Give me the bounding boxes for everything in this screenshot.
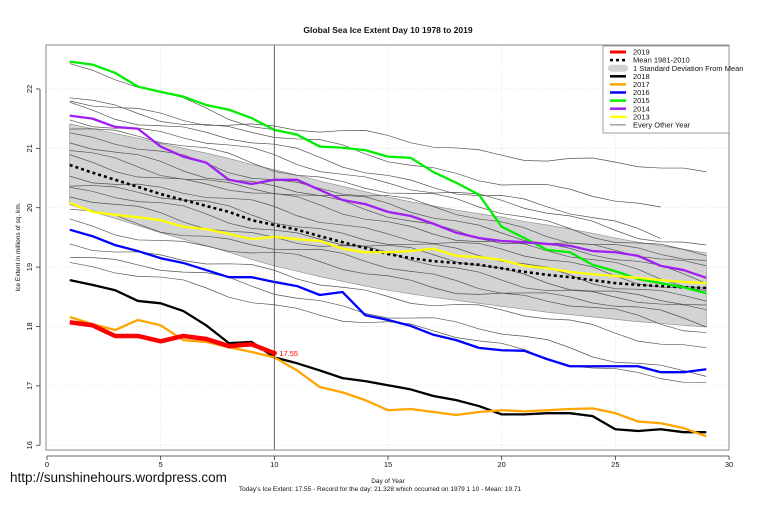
other-year-line [69,257,707,377]
other-year-line [69,128,707,257]
legend-label: 2016 [633,88,650,97]
other-year-line [69,101,661,239]
y-tick-label: 19 [25,263,34,271]
std-dev-band-area [69,123,707,328]
series-line-2016 [69,228,707,374]
y-tick-label: 22 [25,85,34,93]
footer-summary: Today's Ice Extent: 17.55 - Record for t… [238,486,522,493]
x-tick-label: 0 [45,460,49,469]
x-tick-label: 15 [384,460,392,469]
x-axis-label: Day of Year [371,478,405,485]
x-tick-label: 30 [725,460,733,469]
legend-label: 1 Standard Deviation From Mean [633,64,743,73]
annotation-label: 17.55 [279,349,298,358]
y-tick-label: 18 [25,322,34,330]
other-year-line [69,186,707,306]
series-line-2018 [69,279,707,434]
legend-item: 2018 [610,72,650,81]
other-year-line [69,175,707,291]
series-line-2017 [69,315,707,438]
legend-item: 1 Standard Deviation From Mean [608,64,743,73]
annotation: 17.55 [271,349,298,358]
other-year-line [69,243,707,349]
legend-item: 2019 [610,48,650,57]
legend-item: 2013 [610,112,650,121]
plot-frame [45,44,730,451]
y-axis-label: Ice Extent in millions of sq. km. [15,202,22,291]
other-year-line [69,142,707,267]
series-lines [69,60,707,438]
other-year-line [69,154,707,289]
legend-label: Mean 1981-2010 [633,56,690,65]
other-year-line [69,100,707,173]
series-line-2014 [69,114,707,279]
other-year-line [69,185,707,302]
y-tick-label: 20 [25,204,34,212]
other-year-line [69,218,707,333]
legend-label: 2018 [633,72,650,81]
series-line-2019 [69,320,276,356]
website-url: http://sunshinehours.wordpress.com [10,470,227,485]
x-tick-label: 10 [270,460,278,469]
annotation-point [271,350,277,356]
legend-item: Mean 1981-2010 [610,56,690,65]
other-years-lines [69,63,707,383]
chart-title: Global Sea Ice Extent Day 10 1978 to 201… [303,25,472,35]
legend-label: 2013 [633,112,650,121]
y-tick-label: 21 [25,144,34,152]
other-year-line [69,63,275,131]
other-year-line [69,150,707,284]
other-year-line [69,97,661,208]
legend-label: 2015 [633,96,650,105]
other-year-line [69,119,707,246]
legend-item: 2014 [610,104,650,113]
legend-item: Every Other Year [610,121,691,130]
series-line-2015 [69,60,707,295]
legend-label: 2014 [633,104,650,113]
legend-item: 2017 [610,80,650,89]
series-line-2013 [69,201,707,285]
legend-swatch-band [608,64,628,72]
legend-label: 2017 [633,80,650,89]
other-year-line [69,262,707,383]
y-axis: 16 17 18 19 20 21 22 [25,85,41,449]
legend-item: 2015 [610,96,650,105]
x-axis: 0 5 10 15 20 25 30 [45,455,733,469]
legend-item: 2016 [610,88,650,97]
y-tick-label: 17 [25,382,34,390]
legend-label: 2019 [633,48,650,57]
x-tick-label: 25 [611,460,619,469]
other-year-line [69,208,707,328]
series-line-mean-1981-2010 [69,163,707,290]
x-tick-label: 5 [159,460,163,469]
x-tick-label: 20 [497,460,505,469]
std-dev-band [69,123,707,328]
y-tick-label: 16 [25,441,34,449]
legend-label: Every Other Year [633,121,691,130]
